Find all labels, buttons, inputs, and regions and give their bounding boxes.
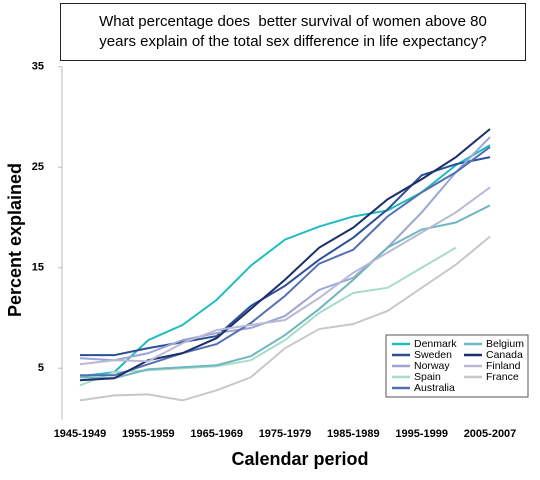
legend-label: Australia xyxy=(414,382,455,394)
legend-label: Spain xyxy=(414,371,441,383)
y-tick-label: 15 xyxy=(32,262,44,274)
x-tick-label: 1985-1989 xyxy=(327,428,380,440)
legend-label: Canada xyxy=(486,349,523,361)
x-tick-label: 1945-1949 xyxy=(54,428,107,440)
x-axis-label: Calendar period xyxy=(231,449,368,469)
legend-label: Finland xyxy=(486,360,521,372)
series-line xyxy=(79,186,491,366)
series-line xyxy=(80,156,491,357)
legend-label: Norway xyxy=(414,360,450,372)
legend-label: Belgium xyxy=(486,338,524,350)
x-tick-label: 1995-1999 xyxy=(395,428,448,440)
x-tick-label: 2005-2007 xyxy=(464,428,517,440)
x-tick-label: 1965-1969 xyxy=(190,428,243,440)
y-tick-label: 35 xyxy=(32,61,44,73)
x-tick-label: 1955-1959 xyxy=(122,428,175,440)
legend-label: France xyxy=(486,371,519,383)
y-axis-label: Percent explained xyxy=(5,163,25,317)
series-line xyxy=(79,204,491,380)
chart-title: What percentage does better survival of … xyxy=(60,3,526,61)
y-tick-label: 25 xyxy=(32,161,44,173)
series-line xyxy=(80,146,491,377)
series-line xyxy=(79,235,491,402)
legend-label: Sweden xyxy=(414,349,452,361)
legend-label: Denmark xyxy=(414,338,457,350)
series-line xyxy=(79,136,491,362)
y-tick-label: 5 xyxy=(38,362,44,374)
x-tick-label: 1975-1979 xyxy=(259,428,312,440)
